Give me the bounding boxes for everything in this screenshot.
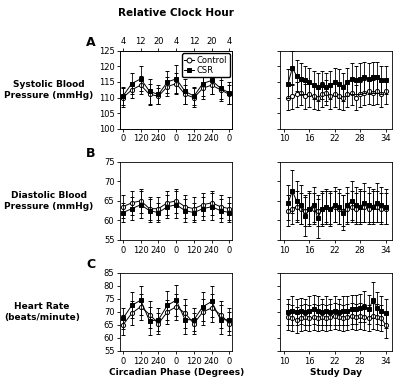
Text: Relative Clock Hour: Relative Clock Hour [118, 7, 234, 18]
X-axis label: Study Day: Study Day [310, 368, 362, 378]
Text: Systolic Blood
Pressure (mmHg): Systolic Blood Pressure (mmHg) [4, 80, 93, 99]
Text: Heart Rate
(beats/minute): Heart Rate (beats/minute) [4, 302, 80, 322]
Text: B: B [86, 147, 96, 160]
Text: Diastolic Blood
Pressure (mmHg): Diastolic Blood Pressure (mmHg) [4, 191, 93, 211]
Text: C: C [86, 258, 95, 271]
Legend: Control, CSR: Control, CSR [182, 53, 230, 78]
X-axis label: Circadian Phase (Degrees): Circadian Phase (Degrees) [108, 368, 244, 378]
Text: A: A [86, 36, 96, 49]
